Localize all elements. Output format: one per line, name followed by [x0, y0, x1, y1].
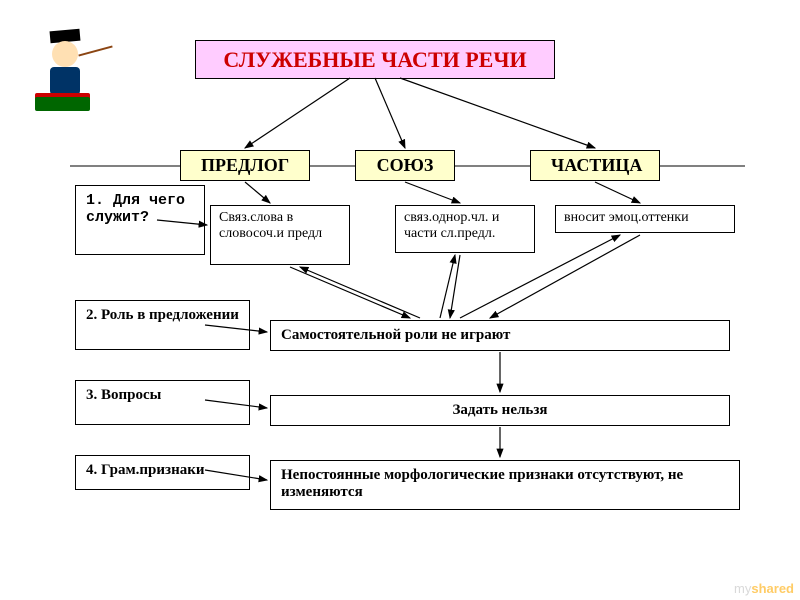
title-text: СЛУЖЕБНЫЕ ЧАСТИ РЕЧИ — [223, 47, 526, 72]
category-soyuz: СОЮЗ — [355, 150, 455, 181]
title-box: СЛУЖЕБНЫЕ ЧАСТИ РЕЧИ — [195, 40, 555, 79]
answer-1a: Связ.слова в словосоч.и предл — [210, 205, 350, 265]
question-2: 2. Роль в предложении — [75, 300, 250, 350]
scholar-icon — [30, 25, 110, 105]
answer-1b: связ.однор.чл. и части сл.предл. — [395, 205, 535, 253]
answer-4: Непостоянные морфологические признаки от… — [270, 460, 740, 510]
question-4: 4. Грам.признаки — [75, 455, 250, 490]
watermark: myshared — [734, 581, 794, 596]
category-chastitsa: ЧАСТИЦА — [530, 150, 660, 181]
answer-1c: вносит эмоц.оттенки — [555, 205, 735, 233]
question-3: 3. Вопросы — [75, 380, 250, 425]
answer-2: Самостоятельной роли не играют — [270, 320, 730, 351]
category-predlog: ПРЕДЛОГ — [180, 150, 310, 181]
diagram-stage: { "title": "СЛУЖЕБНЫЕ ЧАСТИ РЕЧИ", "cate… — [0, 0, 800, 600]
question-1: 1. Для чего служит? — [75, 185, 205, 255]
answer-3: Задать нельзя — [270, 395, 730, 426]
